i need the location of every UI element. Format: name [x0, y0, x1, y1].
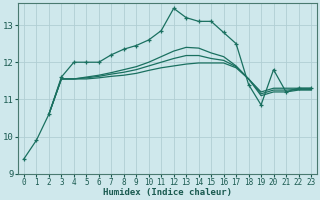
- X-axis label: Humidex (Indice chaleur): Humidex (Indice chaleur): [103, 188, 232, 197]
